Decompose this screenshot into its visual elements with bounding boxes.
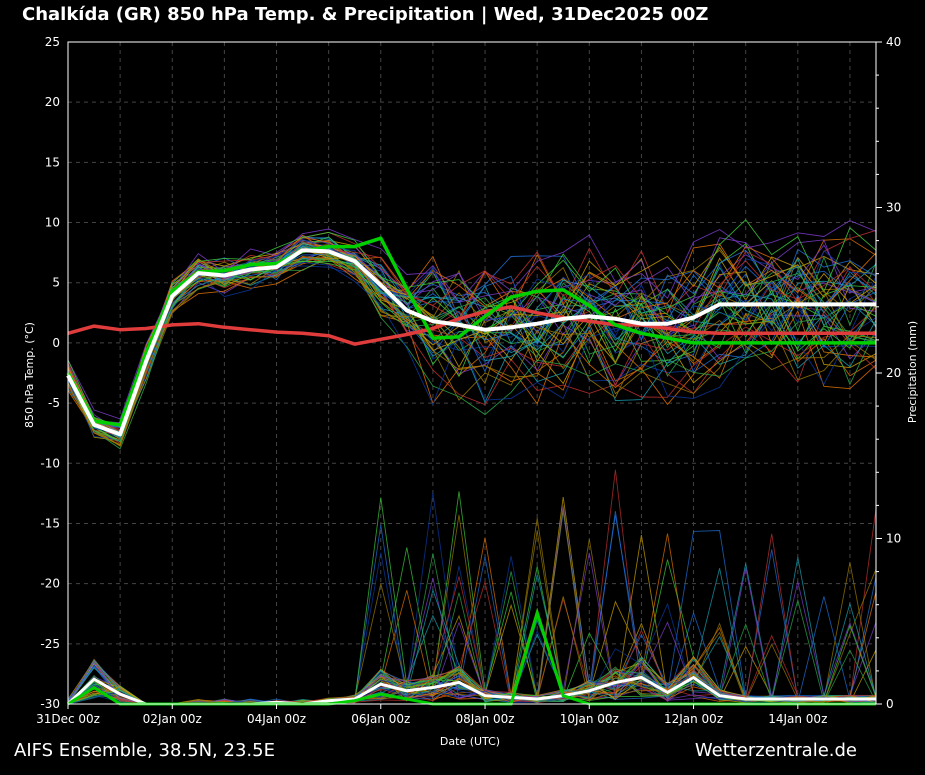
model-info: AIFS Ensemble, 38.5N, 23.5E (14, 740, 275, 761)
main-series (66, 236, 876, 437)
ensemble-member-line (67, 255, 877, 450)
y-left-tick-label: -10 (40, 456, 60, 470)
x-tick-label: 06Jan 00z (351, 712, 410, 726)
ensemble-member-precip (67, 533, 877, 705)
ensemble-member-line (67, 234, 877, 432)
y-right-tick-label: 10 (886, 532, 901, 546)
y-right-tick-label: 30 (886, 201, 901, 215)
ensemble-member-precip (67, 497, 877, 705)
ensemble-member-line (67, 220, 877, 420)
ensemble-member-line (67, 219, 877, 428)
ensemble-member-line (67, 235, 877, 433)
x-tick-label: 04Jan 00z (247, 712, 306, 726)
ensemble-member-line (67, 229, 877, 431)
y-left-tick-label: -20 (40, 577, 60, 591)
ensemble-member-precip (67, 469, 877, 705)
x-tick-label: 14Jan 00z (768, 712, 827, 726)
ensemble-member-precip (67, 492, 877, 705)
ensemble-member-precip (67, 496, 877, 705)
ensemble-member-line (67, 240, 877, 432)
x-tick-label: 02Jan 00z (143, 712, 202, 726)
y-left-tick-label: -30 (40, 697, 60, 711)
climatology-line (67, 305, 876, 346)
axes: 25 20 15 10 5 0 -5 -10 -15 -20 -25 -30 40 30 20 10 0 31De… (36, 35, 901, 726)
y-right-tick-label: 0 (886, 697, 894, 711)
chart-title: Chalkída (GR) 850 hPa Temp. & Precipitat… (22, 4, 709, 25)
y-right-tick-label: 40 (886, 35, 901, 49)
y-axis-right-label: Precipitation (mm) (906, 321, 919, 423)
y-left-tick-label: -5 (48, 396, 60, 410)
y-left-tick-label: 25 (45, 35, 60, 49)
y-left-tick-label: -15 (40, 516, 60, 530)
site-name: Wetterzentrale.de (694, 740, 857, 761)
y-left-tick-label: 5 (52, 276, 60, 290)
ensemble-member-line (67, 250, 877, 446)
ensemble-member-line (67, 244, 877, 437)
x-axis-label: Date (UTC) (440, 735, 500, 748)
plot-frame (67, 41, 877, 705)
y-left-tick-label: -25 (40, 637, 60, 651)
x-tick-label: 31Dec 00z (36, 712, 100, 726)
y-left-tick-label: 0 (52, 336, 60, 350)
y-right-tick-label: 20 (886, 366, 901, 380)
ensemble-member-line (67, 257, 877, 446)
ensemble-mean-line (66, 248, 876, 437)
x-tick-label: 12Jan 00z (664, 712, 723, 726)
y-left-tick-label: 20 (45, 95, 60, 109)
ensemble-member-precip (67, 508, 877, 705)
x-tick-label: 10Jan 00z (560, 712, 619, 726)
y-left-tick-label: 10 (45, 216, 60, 230)
x-tick-label: 08Jan 00z (455, 712, 514, 726)
y-left-tick-label: 15 (45, 155, 60, 169)
y-axis-left-label: 850 hPa Temp. (°C) (23, 322, 36, 428)
precip-series (66, 469, 877, 706)
